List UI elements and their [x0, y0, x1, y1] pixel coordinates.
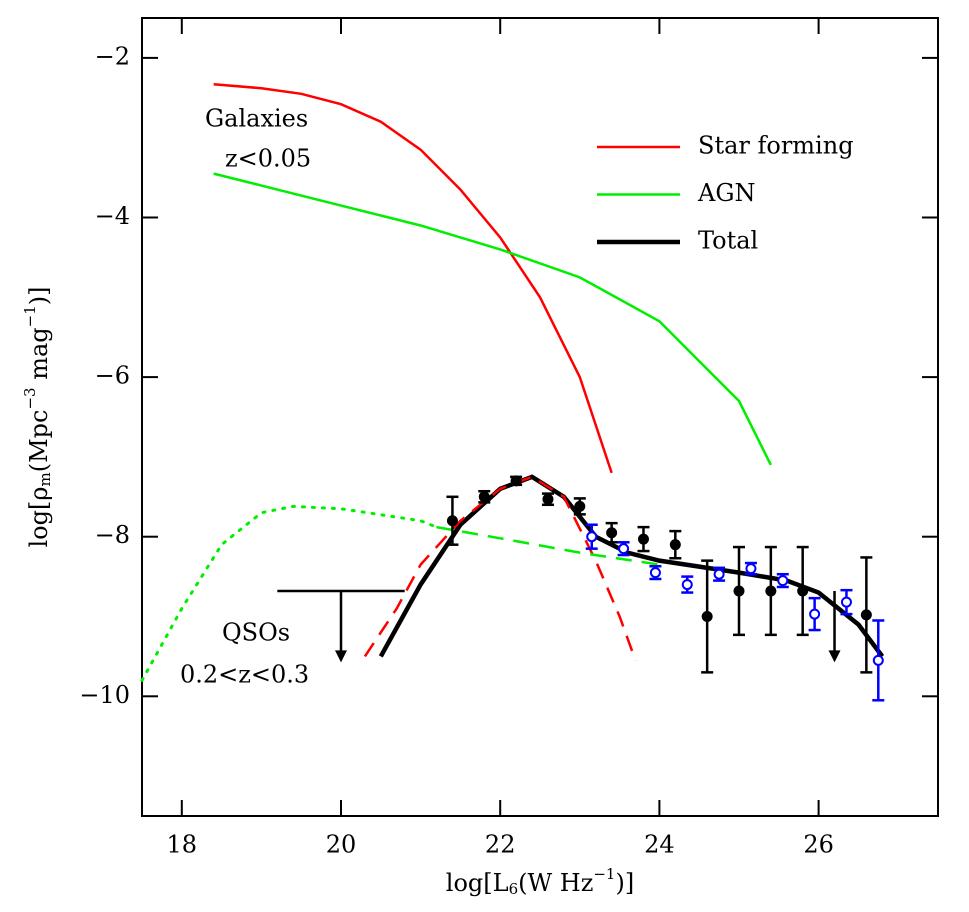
data-point [765, 585, 777, 597]
y-tick-label: −6 [95, 362, 130, 390]
x-tick-label: 18 [167, 831, 198, 859]
data-point [809, 608, 821, 620]
x-tick-label: 22 [485, 831, 516, 859]
x-tick-label: 26 [803, 831, 834, 859]
y-tick-label: −2 [95, 42, 130, 70]
y-tick-label: −10 [79, 681, 130, 709]
annotation: Galaxies [205, 105, 308, 133]
xlabel-part: (W Hz [518, 869, 593, 897]
ylabel-part: m [36, 472, 54, 486]
y-tick-label: −4 [95, 202, 130, 230]
data-point [606, 527, 618, 539]
data-point [733, 585, 745, 597]
data-point [713, 568, 725, 580]
y-tick-label: −8 [95, 521, 130, 549]
series-line [363, 475, 637, 661]
series-line [436, 525, 660, 566]
ylabel-part: mag [25, 327, 53, 387]
legend-label: AGN [697, 179, 756, 207]
xlabel-part: 6 [509, 880, 519, 898]
data-point [745, 563, 757, 575]
arrow-head [828, 650, 841, 663]
annotation: z<0.05 [225, 145, 311, 173]
annotation: 0.2<z<0.3 [180, 661, 309, 689]
data-point [618, 543, 630, 555]
data-point [574, 500, 586, 512]
xlabel-label: log[L6(W Hz−1)] [446, 865, 634, 898]
data-point [649, 567, 661, 579]
data-point [510, 475, 522, 487]
data-point [478, 491, 490, 503]
data-point [586, 531, 598, 543]
ylabel-part: log[ρ [25, 487, 53, 548]
ylabel-part: (Mpc [25, 410, 53, 473]
ylabel-label: log[ρm(Mpc−3 mag−1)] [21, 287, 54, 548]
data-point [701, 611, 713, 622]
series-line [213, 172, 772, 466]
data-point [681, 579, 693, 591]
x-tick-label: 20 [326, 831, 357, 859]
data-point [777, 575, 789, 587]
arrow-head [335, 650, 347, 663]
data-point [446, 515, 458, 527]
data-point [840, 596, 852, 608]
series-line [213, 82, 613, 474]
data-point [872, 654, 884, 666]
xlabel-part: −1 [593, 865, 615, 883]
xlabel-part: )] [615, 869, 634, 897]
ylabel-part: )] [25, 287, 53, 306]
data-point [637, 533, 649, 545]
annotation: QSOs [222, 619, 290, 647]
data-point [860, 609, 872, 621]
data-point [542, 493, 554, 505]
series-line [140, 504, 439, 682]
series-line [378, 474, 885, 658]
data-point [669, 539, 681, 551]
data-point [797, 585, 809, 597]
ylabel-part: −1 [21, 305, 39, 327]
legend-label: Total [698, 227, 758, 255]
plot-frame [141, 17, 939, 817]
ylabel-part: −3 [21, 387, 39, 409]
xlabel-part: log[L [446, 869, 509, 897]
x-tick-label: 24 [644, 831, 675, 859]
legend-label: Star forming [698, 132, 854, 160]
